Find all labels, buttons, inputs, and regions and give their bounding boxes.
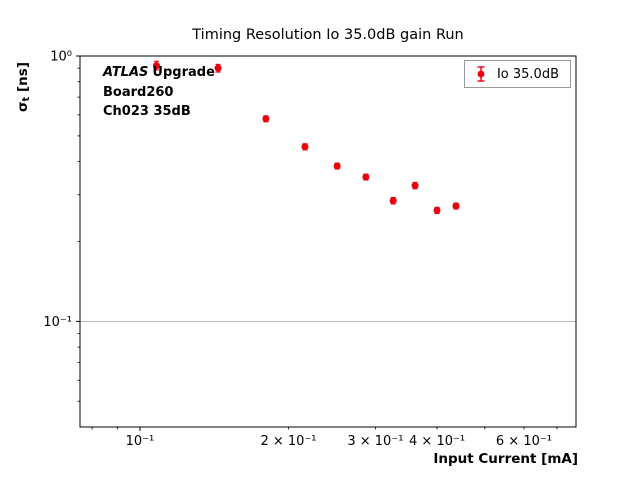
y-axis-label-subscript: t xyxy=(21,96,32,102)
data-point xyxy=(262,115,270,123)
x-tick-label: 4 × 10⁻¹ xyxy=(409,434,465,449)
data-point xyxy=(301,143,309,151)
data-point xyxy=(362,173,370,181)
annotation-block: ATLAS Upgrade Board260 Ch023 35dB xyxy=(103,63,215,122)
y-axis-label-units: [ns] xyxy=(15,62,31,97)
annotation-upgrade: Upgrade xyxy=(152,65,215,80)
data-point xyxy=(433,206,441,214)
data-point xyxy=(152,62,160,70)
legend: Io 35.0dB xyxy=(463,60,571,88)
annotation-atlas: ATLAS xyxy=(103,65,149,80)
annotation-line-1: ATLAS Upgrade xyxy=(103,63,215,83)
x-tick-label: 3 × 10⁻¹ xyxy=(347,434,403,449)
x-tick-label: 2 × 10⁻¹ xyxy=(260,434,316,449)
chart-title: Timing Resolution Io 35.0dB gain Run xyxy=(192,27,464,43)
legend-errorbar-marker-icon xyxy=(477,66,485,82)
data-point xyxy=(411,182,419,190)
data-point xyxy=(452,202,460,210)
data-point xyxy=(333,162,341,170)
annotation-channel: Ch023 35dB xyxy=(103,104,191,119)
data-point xyxy=(389,197,397,205)
y-tick-label: 10⁰ xyxy=(50,50,72,65)
x-axis-label: Input Current [mA] xyxy=(433,451,578,467)
y-axis-label-sigma: σ xyxy=(15,101,31,112)
y-axis-label: σt [ns] xyxy=(15,62,32,112)
x-tick-label: 10⁻¹ xyxy=(126,434,155,449)
x-tick-label: 6 × 10⁻¹ xyxy=(496,434,552,449)
legend-label: Io 35.0dB xyxy=(496,66,559,82)
data-point xyxy=(214,64,222,72)
y-tick-label: 10⁻¹ xyxy=(43,315,72,330)
annotation-board: Board260 xyxy=(103,84,174,100)
